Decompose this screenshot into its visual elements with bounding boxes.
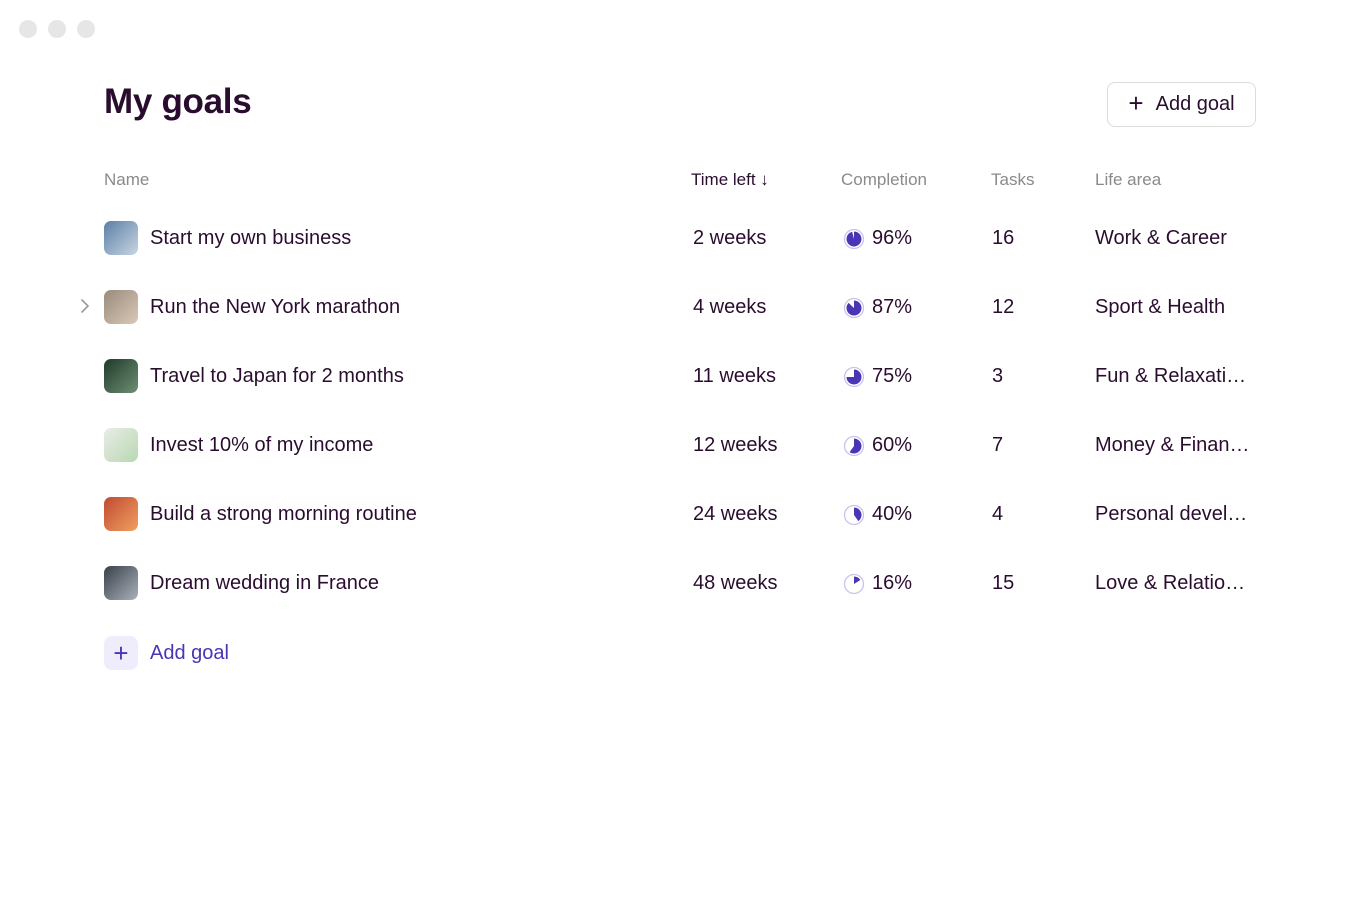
goal-life-area: Personal devel…: [1095, 503, 1248, 525]
goal-name: Start my own business: [150, 227, 352, 249]
goal-completion: 96%: [843, 204, 912, 273]
goal-time-left: 11 weeks: [693, 365, 777, 387]
goal-completion: 60%: [843, 411, 912, 480]
progress-pie-icon: [843, 228, 865, 249]
goal-life-area: Work & Career: [1095, 227, 1227, 249]
goal-tasks-count: 12: [992, 296, 1015, 318]
progress-pie-icon: [843, 504, 865, 525]
progress-pie-icon: [843, 297, 865, 318]
goal-life-area: Fun & Relaxati…: [1095, 365, 1247, 387]
goal-completion-value: 16%: [872, 572, 913, 594]
goal-completion: 87%: [843, 273, 912, 342]
goal-tasks-count: 16: [992, 227, 1015, 249]
goals-table-body: Start my own business 2 weeks 96% 16 Wor…: [0, 204, 1360, 618]
goal-time-left: 24 weeks: [693, 503, 778, 525]
goal-completion: 75%: [843, 342, 912, 411]
column-header-completion[interactable]: Completion: [841, 170, 927, 189]
table-row[interactable]: Build a strong morning routine 24 weeks …: [0, 480, 1360, 549]
goal-time-left: 2 weeks: [693, 227, 767, 249]
window-maximize-dot[interactable]: [77, 20, 95, 38]
goal-thumbnail: [104, 221, 138, 255]
goal-completion: 16%: [843, 549, 912, 618]
window-controls: [19, 20, 95, 38]
table-header: Name Time left ↓ Completion Tasks Life a…: [0, 170, 1360, 194]
goal-time-left: 48 weeks: [693, 572, 778, 594]
goal-life-area: Love & Relatio…: [1095, 572, 1246, 594]
chevron-right-icon[interactable]: [80, 298, 96, 316]
goal-name: Travel to Japan for 2 months: [150, 365, 404, 387]
column-header-time-left-label: Time left: [691, 170, 756, 189]
goal-life-area: Sport & Health: [1095, 296, 1226, 318]
goal-thumbnail: [104, 428, 138, 462]
goal-thumbnail: [104, 566, 138, 600]
goal-thumbnail: [104, 359, 138, 393]
goal-time-left: 4 weeks: [693, 296, 767, 318]
goal-name: Build a strong morning routine: [150, 503, 417, 525]
goal-completion-value: 40%: [872, 503, 913, 525]
window-close-dot[interactable]: [19, 20, 37, 38]
goal-completion-value: 87%: [872, 296, 913, 318]
table-row[interactable]: Dream wedding in France 48 weeks 16% 15 …: [0, 549, 1360, 618]
table-row[interactable]: Run the New York marathon 4 weeks 87% 12…: [0, 273, 1360, 342]
goal-thumbnail: [104, 497, 138, 531]
plus-icon: +: [1128, 88, 1144, 118]
table-row[interactable]: Invest 10% of my income 12 weeks 60% 7 M…: [0, 411, 1360, 480]
progress-pie-icon: [843, 435, 865, 456]
goal-name: Dream wedding in France: [150, 572, 379, 594]
goal-completion-value: 60%: [872, 434, 913, 456]
goal-tasks-count: 4: [992, 503, 1004, 525]
goal-completion-value: 96%: [872, 227, 913, 249]
column-header-life-area[interactable]: Life area: [1095, 170, 1162, 189]
goal-life-area: Money & Finan…: [1095, 434, 1250, 456]
goal-tasks-count: 15: [992, 572, 1015, 594]
goal-tasks-count: 3: [992, 365, 1004, 387]
goal-time-left: 12 weeks: [693, 434, 778, 456]
add-goal-button[interactable]: + Add goal: [1107, 82, 1256, 127]
add-goal-button-label: Add goal: [1155, 93, 1235, 115]
progress-pie-icon: [843, 573, 865, 594]
page-title: My goals: [104, 82, 252, 121]
column-header-tasks[interactable]: Tasks: [991, 170, 1035, 189]
window-minimize-dot[interactable]: [48, 20, 66, 38]
add-goal-row-label: Add goal: [150, 641, 229, 664]
progress-pie-icon: [843, 366, 865, 387]
goal-completion-value: 75%: [872, 365, 913, 387]
add-goal-row[interactable]: + Add goal: [104, 636, 229, 670]
table-row[interactable]: Start my own business 2 weeks 96% 16 Wor…: [0, 204, 1360, 273]
goal-tasks-count: 7: [992, 434, 1004, 456]
goal-name: Invest 10% of my income: [150, 434, 374, 456]
goal-thumbnail: [104, 290, 138, 324]
plus-icon: +: [104, 636, 138, 670]
goal-completion: 40%: [843, 480, 912, 549]
table-row[interactable]: Travel to Japan for 2 months 11 weeks 75…: [0, 342, 1360, 411]
column-header-name[interactable]: Name: [104, 170, 150, 189]
goal-name: Run the New York marathon: [150, 296, 401, 318]
arrow-down-icon: ↓: [760, 170, 769, 189]
column-header-time-left[interactable]: Time left ↓: [691, 170, 769, 190]
